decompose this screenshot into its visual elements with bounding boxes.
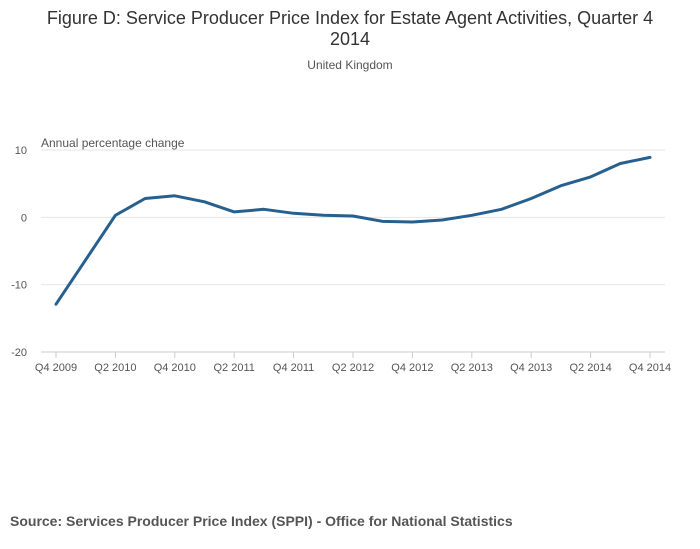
data-point[interactable] <box>52 300 60 308</box>
data-point[interactable] <box>408 218 416 226</box>
data-point[interactable] <box>557 182 565 190</box>
x-tick-label: Q2 2013 <box>451 362 493 374</box>
data-point[interactable] <box>646 153 654 161</box>
data-point[interactable] <box>260 205 268 213</box>
data-point[interactable] <box>290 209 298 217</box>
y-tick-label: 0 <box>21 212 27 224</box>
y-tick-label: 10 <box>15 145 27 157</box>
x-tick-label: Q4 2011 <box>273 362 314 374</box>
y-tick-label: -20 <box>11 347 27 359</box>
chart-title-line-2: 2014 <box>330 29 370 49</box>
x-tick-label: Q2 2010 <box>94 362 136 374</box>
data-point[interactable] <box>527 194 535 202</box>
data-point[interactable] <box>616 159 624 167</box>
gridlines: 10 0 -10 -20 <box>11 145 665 359</box>
x-tick-label: Q2 2012 <box>332 362 374 374</box>
x-tick-label: Q4 2010 <box>154 362 196 374</box>
data-point[interactable] <box>587 173 595 181</box>
data-point[interactable] <box>319 211 327 219</box>
x-tick-label: Q4 2012 <box>391 362 433 374</box>
x-axis: Q4 2009 Q2 2010 Q4 2010 Q2 2011 Q4 2011 Q2 20… <box>35 352 671 374</box>
data-point[interactable] <box>201 198 209 206</box>
data-point[interactable] <box>230 208 238 216</box>
x-tick-label: Q4 2013 <box>510 362 552 374</box>
data-point[interactable] <box>349 212 357 220</box>
data-point[interactable] <box>111 211 119 219</box>
y-tick-label: -10 <box>11 280 27 292</box>
x-tick-label: Q2 2011 <box>214 362 255 374</box>
data-point[interactable] <box>82 256 90 264</box>
y-axis-label: Annual percentage change <box>41 136 185 150</box>
x-tick-label: Q2 2014 <box>569 362 611 374</box>
data-point[interactable] <box>379 217 387 225</box>
data-point[interactable] <box>468 211 476 219</box>
chart-subtitle: United Kingdom <box>307 58 392 72</box>
data-point[interactable] <box>171 192 179 200</box>
data-point[interactable] <box>141 194 149 202</box>
series-layer <box>52 153 654 308</box>
source-note: Source: Services Producer Price Index (S… <box>10 513 513 529</box>
x-tick-label: Q4 2009 <box>35 362 77 374</box>
x-tick-label: Q4 2014 <box>629 362 671 374</box>
chart-title-line-1: Figure D: Service Producer Price Index f… <box>47 8 653 28</box>
data-point[interactable] <box>498 205 506 213</box>
series-line-0 <box>54 155 652 306</box>
data-point[interactable] <box>438 216 446 224</box>
